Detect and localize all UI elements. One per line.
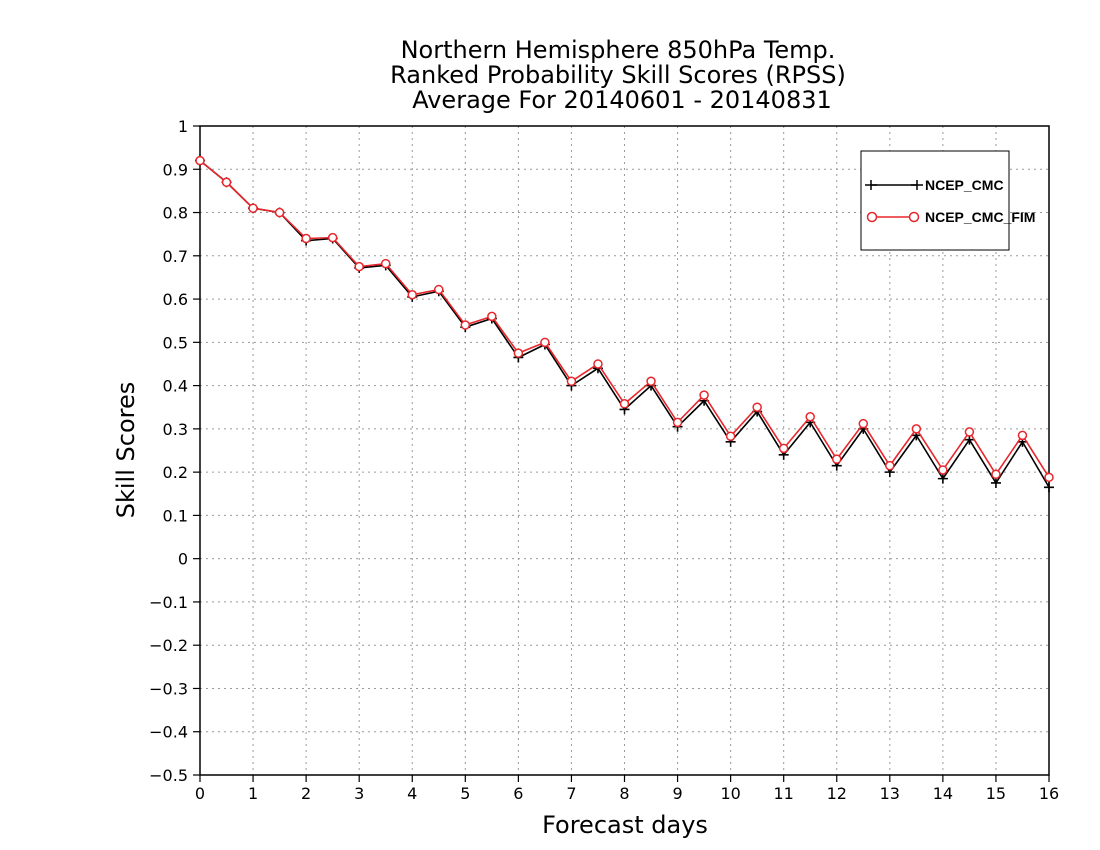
y-tick-label: 0.2: [163, 463, 188, 482]
data-point-ncep-cmc-fim: [964, 427, 975, 437]
data-point-ncep-cmc-fim: [354, 261, 364, 272]
data-point-ncep-cmc-fim: [619, 399, 630, 409]
x-tick-label: 14: [933, 784, 953, 803]
legend-marker-circle: [866, 211, 878, 223]
y-tick-label: 0: [178, 550, 188, 569]
data-point-ncep-cmc-fim: [646, 376, 656, 387]
axis-ticks: 0 1 2 3 4 5 6 7 8 9 10 11 12 13 14 15 16−0.5−0.4−0.3−0.2…: [149, 117, 1059, 803]
y-axis-label: Skill Scores: [112, 382, 140, 519]
x-tick-label: 7: [566, 784, 576, 803]
data-point-ncep-cmc-fim: [540, 337, 550, 348]
chart-title-line-1: Northern Hemisphere 850hPa Temp.: [401, 36, 836, 64]
x-tick-label: 10: [720, 784, 740, 803]
grid-lines: [200, 126, 1049, 775]
data-point-ncep-cmc-fim: [885, 460, 895, 471]
data-point-ncep-cmc-fim: [301, 233, 311, 244]
data-point-ncep-cmc-fim: [513, 348, 524, 358]
data-point-ncep-cmc-fim: [752, 402, 762, 412]
data-point-ncep-cmc-fim: [487, 311, 497, 322]
y-tick-label: 0.1: [163, 506, 188, 525]
x-tick-label: 3: [354, 784, 364, 803]
x-tick-label: 12: [827, 784, 847, 803]
legend-marker-plus: [865, 180, 923, 190]
y-tick-label: 0.6: [163, 290, 188, 309]
data-point-ncep-cmc-fim: [434, 284, 444, 295]
data-point-ncep-cmc-fim: [805, 412, 815, 422]
x-tick-label: 0: [195, 784, 205, 803]
data-point-ncep-cmc-fim: [1044, 472, 1054, 483]
data-point-ncep-cmc-fim: [195, 155, 205, 166]
y-tick-label: 0.4: [163, 377, 188, 396]
data-point-ncep-cmc-fim: [248, 203, 258, 213]
y-tick-label: 1: [178, 117, 188, 136]
data-point-ncep-cmc-fim: [327, 232, 338, 243]
y-tick-label: 0.3: [163, 420, 188, 439]
legend: NCEP_CMC NCEP_CMC_FIM: [860, 150, 1035, 251]
data-point-ncep-cmc-fim: [274, 207, 285, 218]
data-point-ncep-cmc-fim: [566, 376, 577, 387]
data-point-ncep-cmc: [937, 473, 948, 484]
x-tick-label: 5: [460, 784, 470, 803]
data-point-ncep-cmc-fim: [221, 177, 232, 187]
data-point-ncep-cmc-fim: [672, 417, 683, 428]
y-tick-label: −0.1: [149, 593, 188, 612]
x-tick-label: 2: [301, 784, 311, 803]
data-point-ncep-cmc-fim: [460, 320, 471, 330]
chart-title-line-2: Ranked Probability Skill Scores (RPSS): [390, 61, 846, 89]
y-tick-label: 0.7: [163, 247, 188, 266]
x-tick-label: 11: [774, 784, 794, 803]
x-tick-label: 6: [513, 784, 523, 803]
data-point-ncep-cmc-fim: [911, 424, 922, 434]
x-tick-label: 13: [880, 784, 900, 803]
data-point-ncep-cmc-fim: [858, 418, 869, 429]
data-point-ncep-cmc-fim: [699, 390, 709, 400]
y-tick-label: 0.8: [163, 204, 188, 223]
data-point-ncep-cmc-fim: [1017, 430, 1028, 441]
data-point-ncep-cmc-fim: [832, 454, 842, 464]
x-axis-label: Forecast days: [542, 811, 708, 839]
legend-marker-circle: [908, 211, 920, 223]
data-point-ncep-cmc-fim: [407, 289, 417, 300]
legend-box: [860, 150, 1010, 251]
y-tick-label: −0.3: [149, 679, 188, 698]
data-point-ncep-cmc-fim: [938, 465, 948, 475]
x-tick-label: 9: [672, 784, 682, 803]
x-tick-label: 1: [248, 784, 258, 803]
x-tick-label: 4: [407, 784, 417, 803]
y-tick-label: −0.4: [149, 723, 188, 742]
data-point-ncep-cmc-fim: [991, 469, 1001, 480]
series-layer: [195, 155, 1054, 493]
legend-label-ncep-cmc: NCEP_CMC: [925, 177, 1004, 193]
data-point-ncep-cmc-fim: [593, 359, 603, 369]
data-point-ncep-cmc-fim: [778, 443, 789, 454]
y-tick-label: 0.5: [163, 333, 188, 352]
data-point-ncep-cmc: [1044, 482, 1054, 493]
data-point-ncep-cmc: [990, 477, 1001, 488]
y-tick-label: −0.5: [149, 766, 188, 785]
chart-title-line-3: Average For 20140601 - 20140831: [412, 86, 832, 114]
data-point-ncep-cmc-fim: [725, 431, 736, 441]
legend-label-ncep-cmc-fim: NCEP_CMC_FIM: [925, 209, 1035, 225]
x-tick-label: 8: [619, 784, 629, 803]
y-tick-label: −0.2: [149, 636, 188, 655]
data-point-ncep-cmc-fim: [380, 258, 391, 269]
x-tick-label: 16: [1039, 784, 1059, 803]
x-tick-label: 15: [986, 784, 1006, 803]
y-tick-label: 0.9: [163, 160, 188, 179]
